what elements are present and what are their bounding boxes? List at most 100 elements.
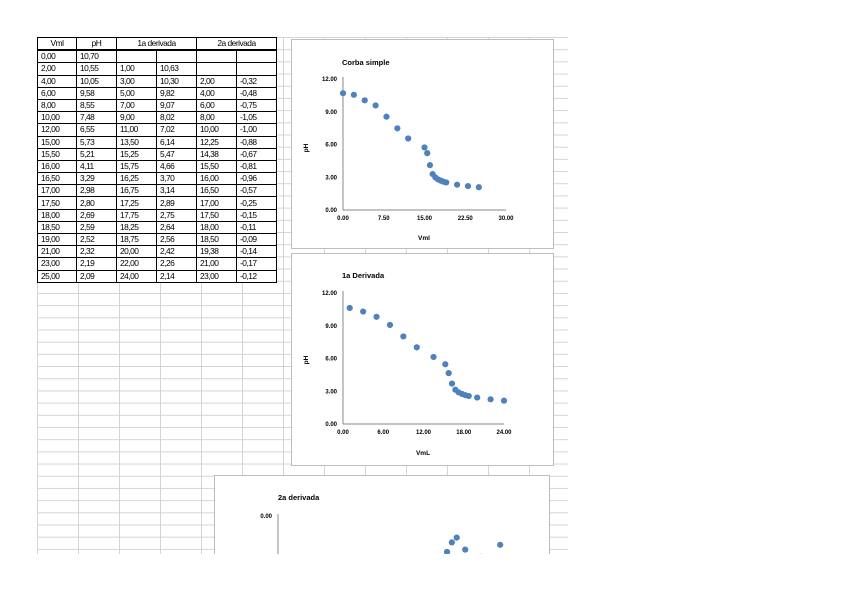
cell-d2-x[interactable]: 4,00 (196, 86, 237, 100)
cell-ph[interactable]: 7,48 (76, 111, 117, 125)
cell-d2-x[interactable]: 12,25 (196, 135, 237, 149)
header-second-derivative[interactable]: 2a derivada (196, 37, 277, 51)
cell-d2-x[interactable]: 23,00 (196, 269, 237, 283)
cell-d2-y[interactable]: -0,67 (236, 147, 277, 161)
cell-d1-y[interactable]: 10,63 (156, 62, 197, 76)
cell-d1-y[interactable]: 5,47 (156, 147, 197, 161)
cell-d1-x[interactable]: 17,25 (116, 196, 157, 210)
cell-vml[interactable]: 23,00 (37, 257, 77, 271)
cell-ph[interactable]: 8,55 (76, 98, 117, 113)
cell-ph[interactable]: 2,69 (76, 208, 117, 222)
cell-d2-x[interactable]: 19,38 (196, 245, 237, 259)
cell-d1-y[interactable]: 6,14 (156, 135, 197, 149)
cell-d1-x[interactable]: 9,00 (116, 111, 157, 125)
cell-d2-y[interactable]: -0,96 (236, 172, 277, 186)
cell-d2-y[interactable]: -0,11 (236, 220, 277, 235)
cell-d1-y[interactable]: 2,14 (156, 269, 197, 283)
cell-d2-x[interactable]: 18,00 (196, 220, 237, 235)
cell-d1-y[interactable]: 10,30 (156, 74, 197, 88)
cell-vml[interactable]: 17,50 (37, 196, 77, 210)
header-ph[interactable]: pH (76, 37, 117, 51)
cell-vml[interactable]: 19,00 (37, 232, 77, 247)
cell-vml[interactable]: 10,00 (37, 111, 77, 125)
cell-ph[interactable]: 2,32 (76, 245, 117, 259)
cell-d1-x[interactable]: 5,00 (116, 86, 157, 100)
cell-d2-y[interactable]: -0,57 (236, 184, 277, 198)
cell-d1-x[interactable]: 17,75 (116, 208, 157, 222)
cell-vml[interactable]: 12,00 (37, 123, 77, 137)
cell-d2-x[interactable]: 17,50 (196, 208, 237, 222)
chart-1a-derivada[interactable]: 1a Derivada pH VmL 0.00 3.00 6.00 9.00 12.00… (291, 253, 554, 466)
cell-d1-y[interactable]: 7,02 (156, 123, 197, 137)
cell-ph[interactable]: 2,59 (76, 220, 117, 235)
cell-d1-y[interactable]: 2,89 (156, 196, 197, 210)
cell-vml[interactable]: 4,00 (37, 74, 77, 88)
cell-d1-x[interactable]: 11,00 (116, 123, 157, 137)
cell-d2-x[interactable]: 21,00 (196, 257, 237, 271)
cell-d2-x[interactable]: 2,00 (196, 74, 237, 88)
cell-d1-x[interactable]: 20,00 (116, 245, 157, 259)
cell-vml[interactable]: 18,00 (37, 208, 77, 222)
cell-d2-x[interactable]: 15,50 (196, 159, 237, 174)
cell-d1-x[interactable]: 1,00 (116, 62, 157, 76)
cell-d1-y[interactable]: 3,14 (156, 184, 197, 198)
cell-ph[interactable]: 4,11 (76, 159, 117, 174)
cell-d2-x[interactable]: 17,00 (196, 196, 237, 210)
cell-d2-x[interactable]: 14,38 (196, 147, 237, 161)
cell-vml[interactable]: 16,50 (37, 172, 77, 186)
cell-ph[interactable]: 3,29 (76, 172, 117, 186)
cell-d2-y[interactable]: -0,17 (236, 257, 277, 271)
cell-d2-y[interactable] (236, 49, 277, 64)
header-vml[interactable]: Vml (37, 37, 77, 51)
cell-ph[interactable]: 10,70 (76, 49, 117, 64)
cell-d1-y[interactable]: 4,66 (156, 159, 197, 174)
cell-d2-y[interactable]: -0,15 (236, 208, 277, 222)
cell-ph[interactable]: 5,73 (76, 135, 117, 149)
cell-vml[interactable]: 0,00 (37, 49, 77, 64)
cell-d1-y[interactable]: 2,26 (156, 257, 197, 271)
cell-d2-x[interactable] (196, 49, 237, 64)
cell-d2-x[interactable]: 10,00 (196, 123, 237, 137)
cell-d2-y[interactable]: -0,75 (236, 98, 277, 113)
cell-d2-y[interactable]: -1,05 (236, 111, 277, 125)
cell-ph[interactable]: 10,55 (76, 62, 117, 76)
cell-d1-y[interactable]: 8,02 (156, 111, 197, 125)
cell-d1-y[interactable]: 2,42 (156, 245, 197, 259)
cell-d2-x[interactable]: 16,00 (196, 172, 237, 186)
cell-d2-x[interactable]: 6,00 (196, 98, 237, 113)
cell-d1-y[interactable]: 2,56 (156, 232, 197, 247)
cell-d1-x[interactable] (116, 49, 157, 64)
cell-d1-x[interactable]: 16,25 (116, 172, 157, 186)
cell-d1-x[interactable]: 7,00 (116, 98, 157, 113)
cell-vml[interactable]: 8,00 (37, 98, 77, 113)
cell-d2-x[interactable]: 8,00 (196, 111, 237, 125)
cell-d2-y[interactable]: -0,09 (236, 232, 277, 247)
spreadsheet-area[interactable]: Vml pH 1a derivada 2a derivada 0,00 10,70… (37, 37, 568, 554)
cell-ph[interactable]: 2,09 (76, 269, 117, 283)
cell-d1-x[interactable]: 3,00 (116, 74, 157, 88)
cell-ph[interactable]: 2,80 (76, 196, 117, 210)
cell-vml[interactable]: 16,00 (37, 159, 77, 174)
cell-d1-y[interactable]: 2,75 (156, 208, 197, 222)
cell-ph[interactable]: 2,52 (76, 232, 117, 247)
cell-d2-y[interactable]: -0,12 (236, 269, 277, 283)
cell-ph[interactable]: 9,58 (76, 86, 117, 100)
cell-d2-y[interactable] (236, 62, 277, 76)
cell-d1-x[interactable]: 18,75 (116, 232, 157, 247)
cell-d2-x[interactable] (196, 62, 237, 76)
cell-d1-y[interactable] (156, 49, 197, 64)
cell-d1-x[interactable]: 24,00 (116, 269, 157, 283)
cell-d2-y[interactable]: -0,32 (236, 74, 277, 88)
cell-d1-x[interactable]: 16,75 (116, 184, 157, 198)
cell-ph[interactable]: 6,55 (76, 123, 117, 137)
cell-d2-x[interactable]: 16,50 (196, 184, 237, 198)
cell-ph[interactable]: 10,05 (76, 74, 117, 88)
cell-d2-y[interactable]: -0,48 (236, 86, 277, 100)
cell-d2-y[interactable]: -0,81 (236, 159, 277, 174)
chart-corba-simple[interactable]: Corba simple pH Vml 0.00 3.00 6.00 9.00 12.0… (291, 39, 554, 249)
cell-d1-x[interactable]: 22,00 (116, 257, 157, 271)
cell-d1-x[interactable]: 15,75 (116, 159, 157, 174)
cell-d1-x[interactable]: 18,25 (116, 220, 157, 235)
chart-2a-derivada[interactable]: 2a derivada 0.00-0.30 (214, 475, 550, 554)
cell-d1-y[interactable]: 9,82 (156, 86, 197, 100)
